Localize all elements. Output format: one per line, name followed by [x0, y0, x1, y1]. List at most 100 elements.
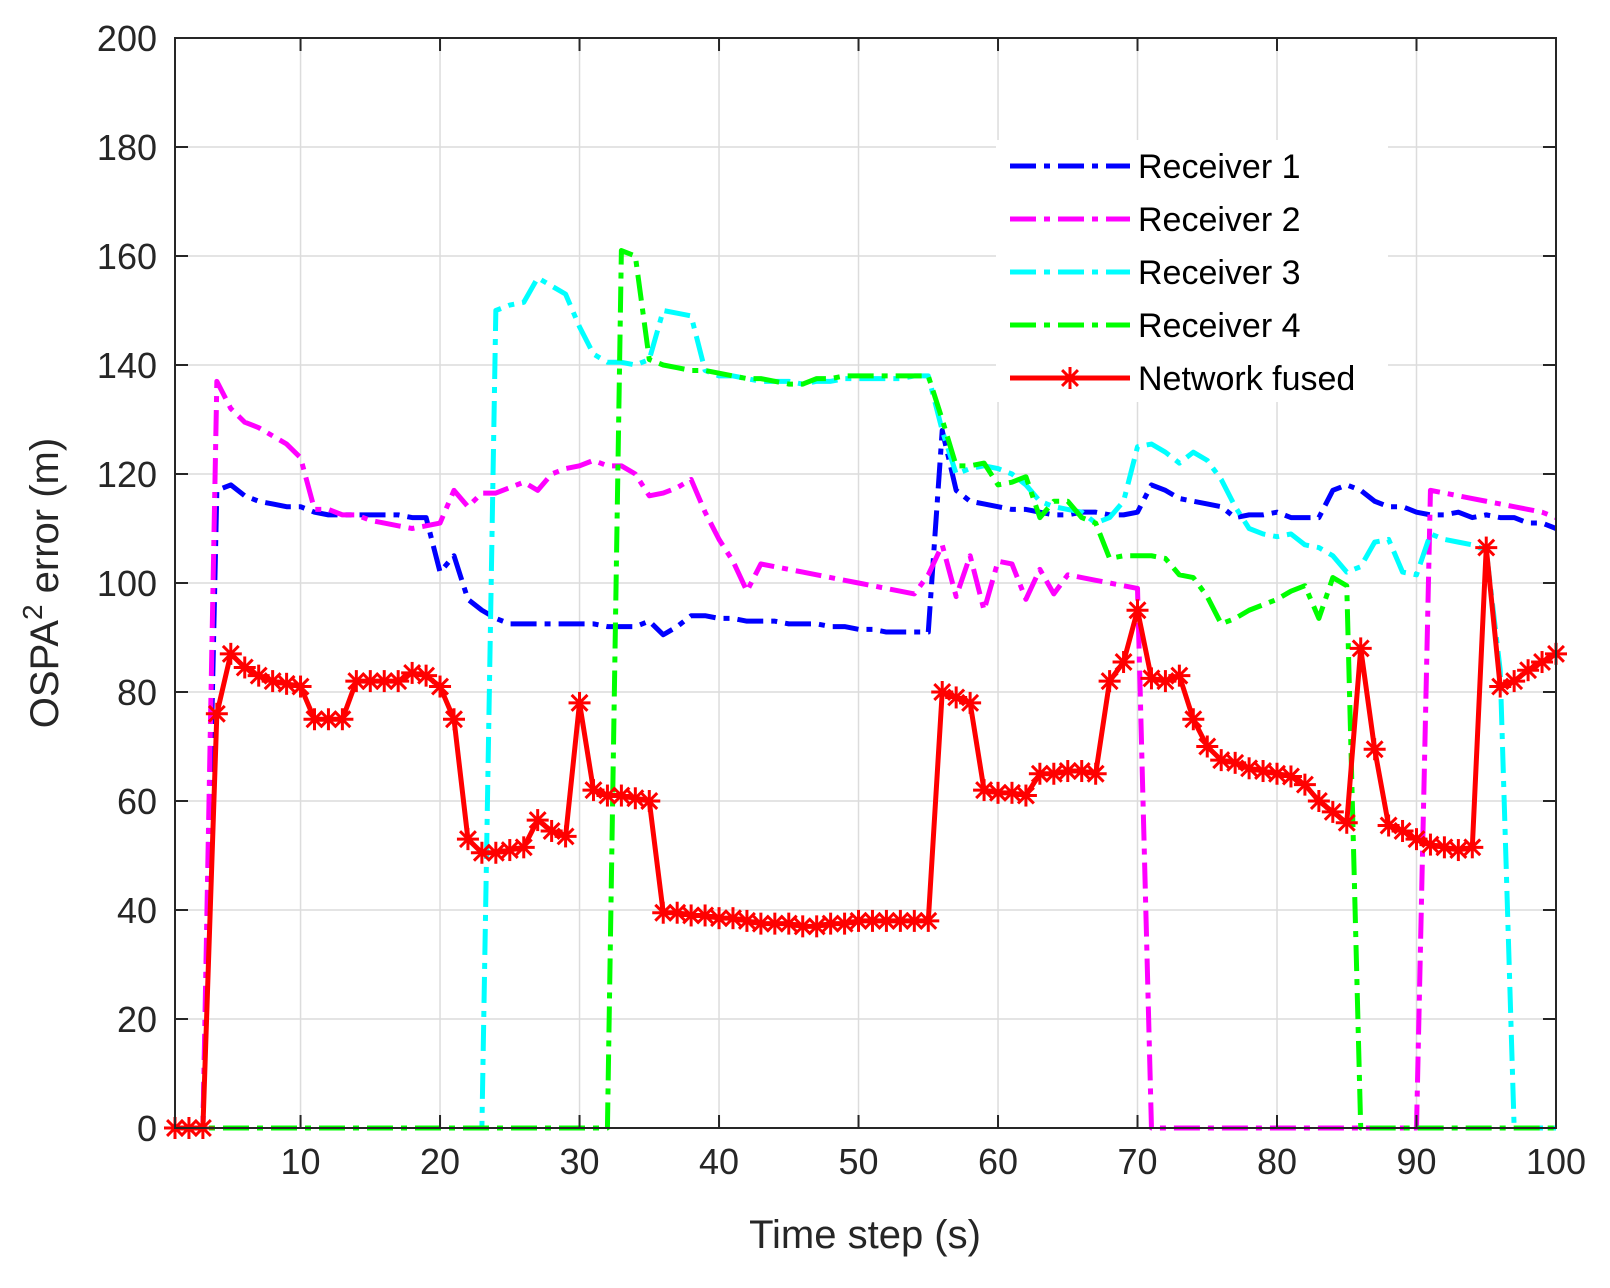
series-point-network-fused [275, 672, 298, 695]
legend-item-receiver-3: Receiver 3 [1010, 254, 1301, 292]
series-point-network-fused [429, 675, 452, 698]
series-point-network-fused [1419, 833, 1442, 856]
series-point-network-fused [777, 912, 800, 935]
series-point-network-fused [345, 670, 368, 693]
series-point-network-fused [1475, 536, 1498, 559]
legend-item-receiver-1: Receiver 1 [1010, 148, 1301, 186]
series-point-network-fused [484, 841, 507, 864]
series-point-network-fused [1084, 762, 1107, 785]
series-point-network-fused [1098, 670, 1121, 693]
series-point-network-fused [456, 828, 479, 851]
series-point-network-fused [610, 784, 633, 807]
series-point-network-fused [1140, 667, 1163, 690]
series-point-network-fused [1363, 738, 1386, 761]
legend-item-receiver-2: Receiver 2 [1010, 201, 1301, 239]
x-tick-label: 90 [1396, 1141, 1436, 1182]
series-point-network-fused [568, 691, 591, 714]
y-tick-label: 140 [97, 345, 157, 386]
series-point-network-fused [498, 839, 521, 862]
legend-label: Receiver 3 [1138, 254, 1301, 292]
x-tick-label: 100 [1526, 1141, 1586, 1182]
x-tick-label: 10 [281, 1141, 321, 1182]
series-point-network-fused [261, 670, 284, 693]
x-tick-label: 70 [1117, 1141, 1157, 1182]
series-point-network-fused [666, 901, 689, 924]
series-point-network-fused [415, 664, 438, 687]
series-point-network-fused [638, 790, 661, 812]
series-point-network-fused [373, 670, 396, 693]
series-point-network-fused [359, 670, 382, 693]
y-tick-label: 40 [117, 890, 157, 931]
series-point-network-fused [1349, 637, 1372, 660]
y-axis-label-rest: error (m) [23, 438, 67, 605]
series-point-network-fused [694, 904, 717, 927]
series-point-network-fused [512, 836, 535, 859]
series-point-network-fused [1321, 800, 1344, 823]
series-point-network-fused [917, 909, 940, 932]
series-point-network-fused [1307, 790, 1330, 812]
y-tick-label: 60 [117, 781, 157, 822]
series-point-network-fused [1447, 839, 1470, 862]
series-point-network-fused [1433, 836, 1456, 859]
y-tick-label: 100 [97, 563, 157, 604]
series-point-network-fused [442, 708, 465, 731]
series-point-network-fused [526, 809, 549, 832]
series-point-network-fused [1266, 762, 1289, 785]
series-point-network-fused [1238, 757, 1261, 780]
series-point-network-fused [763, 912, 786, 935]
series-point-network-fused [1461, 836, 1484, 859]
legend: Receiver 1 Receiver 2 Receiver 3 Receiver 4… [996, 140, 1388, 402]
y-tick-label: 160 [97, 236, 157, 277]
series-point-network-fused [959, 691, 982, 714]
series-point-network-fused [973, 779, 996, 802]
y-axis-label-main: OSPA [23, 620, 67, 729]
series-point-network-fused [624, 787, 647, 810]
series-point-network-fused [1000, 781, 1023, 804]
series-point-network-fused [233, 656, 256, 679]
legend-label: Receiver 4 [1138, 307, 1301, 345]
legend-item-receiver-4: Receiver 4 [1010, 307, 1301, 345]
series-point-network-fused [721, 907, 744, 930]
series-line-receiver-1 [175, 427, 1557, 1131]
series-receiver-1 [175, 427, 1557, 1131]
x-tick-label: 50 [839, 1141, 879, 1182]
x-tick-label: 80 [1257, 1141, 1297, 1182]
series-point-network-fused [1070, 760, 1093, 783]
series-point-network-fused [1503, 670, 1526, 693]
legend-label: Receiver 2 [1138, 201, 1301, 239]
series-point-network-fused [289, 675, 312, 698]
legend-label: Network fused [1138, 360, 1355, 398]
y-tick-label: 120 [97, 454, 157, 495]
series-point-network-fused [819, 912, 842, 935]
series-point-network-fused [805, 915, 828, 938]
y-tick-label: 0 [137, 1108, 157, 1149]
series-point-network-fused [1126, 599, 1149, 622]
x-axis-label: Time step (s) [749, 1213, 981, 1257]
series-point-network-fused [833, 912, 856, 935]
series-point-network-fused [1042, 762, 1065, 785]
series-point-network-fused [1293, 773, 1316, 796]
x-tick-label: 60 [978, 1141, 1018, 1182]
legend-label: Receiver 1 [1138, 148, 1301, 186]
series-point-network-fused [1168, 664, 1191, 687]
series-point-network-fused [1335, 811, 1358, 834]
y-tick-label: 200 [97, 18, 157, 59]
series-point-network-fused [749, 912, 772, 935]
series-point-network-fused [1014, 784, 1037, 807]
series-point-network-fused [219, 642, 242, 665]
series-point-network-fused [1405, 828, 1428, 851]
legend-marker [1059, 367, 1081, 389]
series-point-network-fused [1028, 762, 1051, 785]
legend-item-network-fused: Network fused [1010, 360, 1355, 398]
series-point-network-fused [1182, 708, 1205, 731]
series-point-network-fused [554, 825, 577, 848]
series-point-network-fused [1196, 735, 1219, 758]
y-axis-label: OSPA2 error (m) [17, 438, 67, 728]
y-tick-label: 180 [97, 127, 157, 168]
x-tick-label: 20 [420, 1141, 460, 1182]
series-point-network-fused [1210, 749, 1233, 772]
series-point-network-fused [401, 661, 424, 684]
series-point-network-fused [1112, 651, 1135, 674]
ticks: 10 20 30 40 50 60 70 80 90 100 0 20 40 60 80 100 120 140 1… [97, 18, 1586, 1182]
